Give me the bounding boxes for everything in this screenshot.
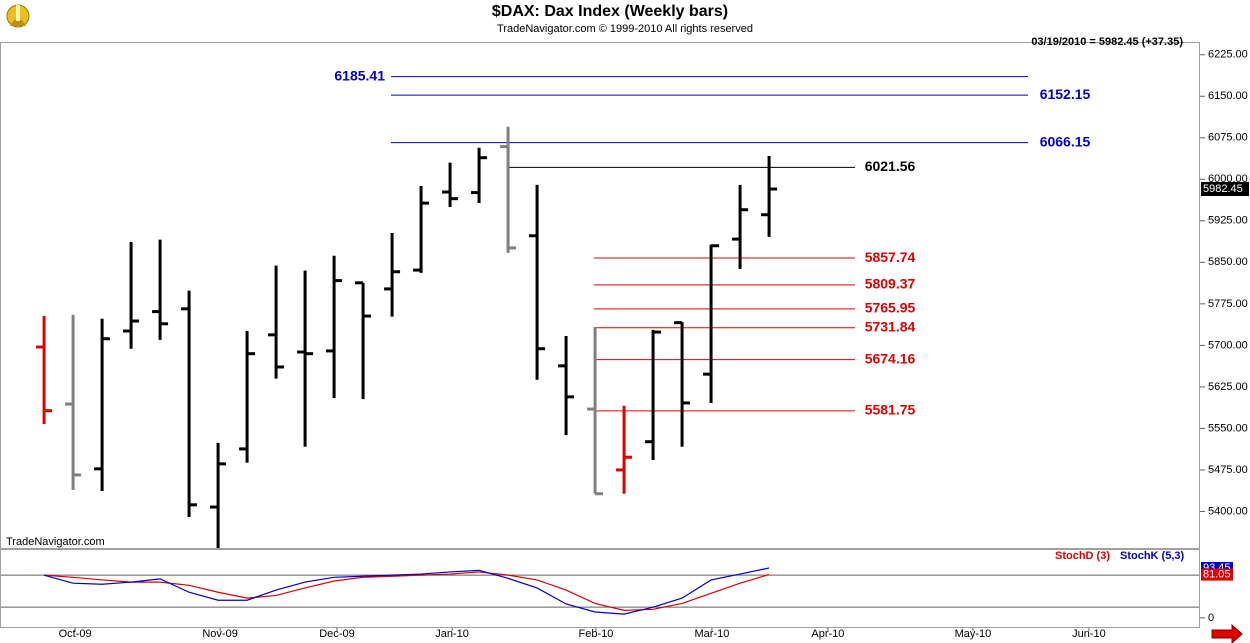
level-label: 6152.15 xyxy=(1040,86,1091,102)
level-label: 5581.75 xyxy=(865,402,916,418)
y-tick-label: 6075.00 xyxy=(1208,132,1248,144)
y-tick-label: 0 xyxy=(1208,612,1214,624)
last-price-box xyxy=(1201,182,1249,197)
x-tick-label: May-10 xyxy=(955,628,992,640)
price-panel xyxy=(0,42,1200,549)
level-label: 5809.37 xyxy=(865,276,916,292)
y-tick-label: 5400.00 xyxy=(1208,505,1248,517)
y-tick-label: 6225.00 xyxy=(1208,49,1248,61)
x-tick-label: Jan-10 xyxy=(435,628,469,640)
level-label: 6185.41 xyxy=(334,67,385,83)
chart-subtitle: TradeNavigator.com © 1999-2010 All right… xyxy=(497,23,753,35)
x-tick-label: Dec-09 xyxy=(319,628,354,640)
legend-entry: StochK (5,3) xyxy=(1120,550,1185,562)
stoch-line xyxy=(44,571,770,611)
x-tick-label: Nov-09 xyxy=(202,628,237,640)
y-tick-label: 5550.00 xyxy=(1208,422,1248,434)
level-label: 5765.95 xyxy=(865,300,916,316)
x-tick-label: Apr-10 xyxy=(811,628,844,640)
stoch-line xyxy=(43,567,770,615)
level-label: 5857.74 xyxy=(865,249,916,265)
y-tick-label: 5625.00 xyxy=(1208,381,1248,393)
watermark: TradeNavigator.com xyxy=(6,536,105,548)
level-label: 6066.15 xyxy=(1040,133,1091,149)
quote: 03/19/2010 = 5982.45 (+37.35) xyxy=(1031,36,1183,48)
y-tick-label: 6150.00 xyxy=(1208,90,1248,102)
y-tick-label: 5925.00 xyxy=(1208,215,1248,227)
chart-title: $DAX: Dax Index (Weekly bars) xyxy=(492,3,728,20)
y-tick-label: 5700.00 xyxy=(1208,339,1248,351)
x-tick-label: Oct-09 xyxy=(59,628,92,640)
x-tick-label: Mar-10 xyxy=(695,628,730,640)
y-tick-label: 5475.00 xyxy=(1208,464,1248,476)
level-label: 5731.84 xyxy=(865,318,916,334)
y-tick-label: 5850.00 xyxy=(1208,256,1248,268)
level-label: 6021.56 xyxy=(865,158,916,174)
last-price-label: 5982.45 xyxy=(1203,183,1243,195)
y-tick-label: 5775.00 xyxy=(1208,298,1248,310)
last-value-label: 81.05 xyxy=(1203,569,1231,581)
logo xyxy=(6,4,30,28)
legend-entry: StochD (3) xyxy=(1055,550,1110,562)
scroll-right-button[interactable] xyxy=(1211,623,1243,643)
last-value-box xyxy=(1201,568,1233,581)
level-label: 5674.16 xyxy=(865,350,916,366)
x-tick-label: Jun-10 xyxy=(1072,628,1106,640)
x-tick-label: Feb-10 xyxy=(579,628,614,640)
